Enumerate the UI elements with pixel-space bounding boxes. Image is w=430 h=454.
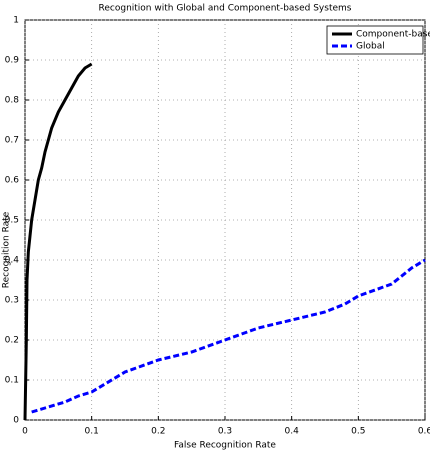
y-tick-label: 0.8	[5, 96, 20, 106]
x-tick-label: 0	[22, 427, 28, 437]
x-tick-label: 0.5	[351, 427, 365, 437]
series-line	[31, 258, 426, 414]
y-tick-label: 0.5	[5, 216, 19, 226]
y-tick-label: 0	[13, 416, 19, 426]
legend-label: Component-based	[356, 30, 430, 40]
legend-label: Global	[356, 42, 385, 52]
x-tick-label: 0.6	[418, 427, 430, 437]
x-tick-label: 0.2	[151, 427, 165, 437]
legend-box	[326, 25, 424, 55]
y-tick-label: 0.2	[5, 336, 19, 346]
y-tick-label: 0.3	[5, 296, 19, 306]
y-tick-label: 0.6	[5, 176, 20, 186]
x-tick-label: 0.1	[85, 427, 99, 437]
y-tick-label: 1	[13, 16, 19, 26]
chart-title: Recognition with Global and Component-ba…	[99, 4, 352, 14]
y-axis-label: Recognition Rate	[2, 211, 12, 288]
x-tick-label: 0.4	[285, 427, 300, 437]
y-tick-label: 0.1	[5, 376, 19, 386]
x-tick-label: 0.3	[218, 427, 232, 437]
x-axis-label: False Recognition Rate	[174, 441, 276, 451]
y-tick-label: 0.7	[5, 136, 19, 146]
y-tick-label: 0.9	[5, 56, 20, 66]
y-tick-label: 0.4	[5, 256, 20, 266]
series-line	[23, 62, 93, 421]
